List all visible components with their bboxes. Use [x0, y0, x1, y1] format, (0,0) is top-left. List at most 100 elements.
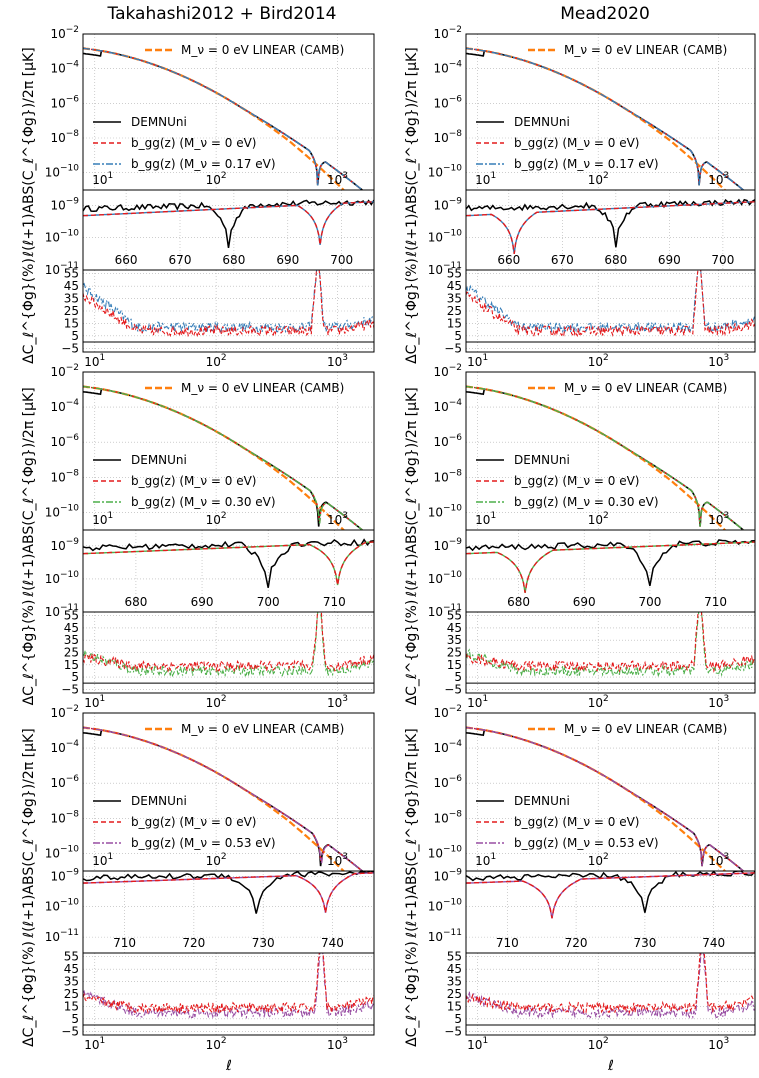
series-linear [83, 47, 346, 190]
legend-label-massive: b_gg(z) (M_ν = 0.53 eV) [514, 836, 659, 850]
legend-label-linear: M_ν = 0 eV LINEAR (CAMB) [564, 722, 727, 736]
series-massless-diff [83, 270, 374, 338]
series-massive [83, 385, 364, 530]
legend-label-linear: M_ν = 0 eV LINEAR (CAMB) [181, 43, 344, 57]
y-axis-label-diff: ΔC_ℓ^{Φg}(%) [404, 258, 420, 364]
x-tick-label: 103 [327, 511, 348, 527]
y-tick-label: 35 [64, 633, 79, 647]
y-tick-label: −5 [444, 341, 462, 355]
x-tick-label: 102 [206, 1036, 227, 1052]
series-massless-zoom [466, 541, 755, 593]
y-tick-label: 35 [447, 633, 462, 647]
y-tick-label: 25 [64, 987, 79, 1001]
y-tick-label: 10−11 [428, 603, 462, 619]
x-tick-label: 102 [588, 171, 609, 187]
x-tick-label: 710 [704, 595, 727, 609]
legend-linear: M_ν = 0 eV LINEAR (CAMB) [145, 43, 344, 57]
legend-label-demnuni: DEMNUni [131, 453, 187, 467]
x-tick-label: 102 [588, 694, 609, 710]
chart-2-1: 10−2 10−4 10−6 10−8 10−10 101 102 103 M_ν = 0 eV… [404, 704, 756, 1052]
y-tick-label: 10−8 [433, 468, 462, 484]
x-tick-label: 740 [321, 936, 344, 950]
y-tick-label: 15 [64, 316, 79, 330]
x-tick-label: 101 [475, 852, 496, 868]
y-tick-label: 10−6 [433, 433, 462, 449]
zoom-panel: 10−9 10−10 10−11 710 720 730 740 [428, 867, 756, 954]
legend-label-linear: M_ν = 0 eV LINEAR (CAMB) [181, 722, 344, 736]
y-axis-label-main: ℓ(ℓ+1)ABS(C_ℓ^{Φg})/2π [μK] [21, 387, 37, 597]
y-tick-label: −5 [61, 341, 79, 355]
x-tick-label: 700 [257, 595, 280, 609]
x-tick-label: 103 [327, 852, 348, 868]
legend-label-demnuni: DEMNUni [131, 115, 187, 129]
series-massless-zoom [83, 541, 374, 586]
series-massless-zoom [466, 201, 755, 254]
y-tick-label: 10−10 [45, 844, 80, 860]
series-massive-zoom [466, 541, 755, 593]
y-axis-label-diff: ΔC_ℓ^{Φg}(%) [404, 600, 420, 706]
y-tick-label: 15 [447, 999, 462, 1013]
y-tick-label: 35 [64, 292, 79, 306]
zoom-curves [83, 871, 374, 914]
y-tick-label: 25 [447, 987, 462, 1001]
series-massless-diff [83, 953, 374, 1015]
legend-label-massless: b_gg(z) (M_ν = 0 eV) [131, 136, 256, 150]
y-tick-label: 45 [64, 962, 79, 976]
y-tick-label: 55 [64, 267, 79, 281]
zoom-curves [83, 538, 374, 588]
diff-curves [466, 270, 755, 338]
legend-label-demnuni: DEMNUni [514, 115, 570, 129]
legend-linear: M_ν = 0 eV LINEAR (CAMB) [528, 43, 727, 57]
series-massive-diff [83, 612, 374, 678]
main-panel: 10−2 10−4 10−6 10−8 10−10 101 102 103 M_ν = 0 eV… [45, 363, 375, 531]
y-tick-label: 10−6 [50, 94, 79, 110]
x-tick-label: 101 [84, 1036, 105, 1052]
series-massive [83, 726, 364, 871]
x-tick-label: 720 [565, 936, 588, 950]
y-tick-label: 5 [454, 1012, 462, 1026]
y-axis-label-main: ℓ(ℓ+1)ABS(C_ℓ^{Φg})/2π [μK] [404, 387, 420, 597]
diff-curves [466, 953, 755, 1020]
legend-label-massless: b_gg(z) (M_ν = 0 eV) [131, 474, 256, 488]
series-massive [83, 47, 364, 190]
series-massive-diff [466, 270, 755, 334]
legend-label-massless: b_gg(z) (M_ν = 0 eV) [131, 815, 256, 829]
diff-frame [465, 269, 756, 353]
diff-frame [465, 952, 756, 1036]
series-massless-zoom [466, 872, 755, 919]
y-tick-label: 10−11 [45, 928, 79, 944]
y-tick-label: 10−10 [45, 164, 80, 180]
y-tick-label: −5 [444, 682, 462, 696]
y-tick-label: 10−2 [50, 25, 79, 41]
series-massive [466, 385, 745, 530]
zoom-curves [466, 871, 755, 919]
series-demnuni-zoom [466, 198, 755, 248]
y-tick-label: −5 [61, 1024, 79, 1038]
x-tick-label: 102 [206, 852, 227, 868]
y-tick-label: 25 [447, 646, 462, 660]
series-demnuni-zoom [83, 199, 374, 249]
x-tick-label: 690 [191, 595, 214, 609]
legend-label-massive: b_gg(z) (M_ν = 0.17 eV) [514, 157, 659, 171]
y-tick-label: 10−10 [428, 570, 463, 586]
y-tick-label: 10−6 [433, 774, 462, 790]
chart-0-1: 10−2 10−4 10−6 10−8 10−10 101 102 103 M_ν = 0 eV… [404, 25, 756, 369]
series-massless-diff [83, 612, 374, 673]
x-tick-label: 700 [330, 253, 353, 267]
curves [83, 47, 364, 190]
y-tick-label: 10−2 [50, 363, 79, 379]
y-tick-label: 25 [447, 304, 462, 318]
x-axis-label-right: ℓ [607, 1058, 614, 1074]
chart-0-0: 10−2 10−4 10−6 10−8 10−10 101 102 103 M_ν = 0 eV… [21, 25, 375, 369]
x-tick-label: 720 [182, 936, 205, 950]
x-tick-label: 101 [475, 511, 496, 527]
legend-label-demnuni: DEMNUni [514, 453, 570, 467]
diff-frame [465, 611, 756, 694]
y-tick-label: 10−6 [50, 433, 79, 449]
y-tick-label: 5 [71, 329, 79, 343]
series-massless-diff [466, 270, 755, 338]
column-title-left: Takahashi2012 + Bird2014 [107, 4, 337, 24]
